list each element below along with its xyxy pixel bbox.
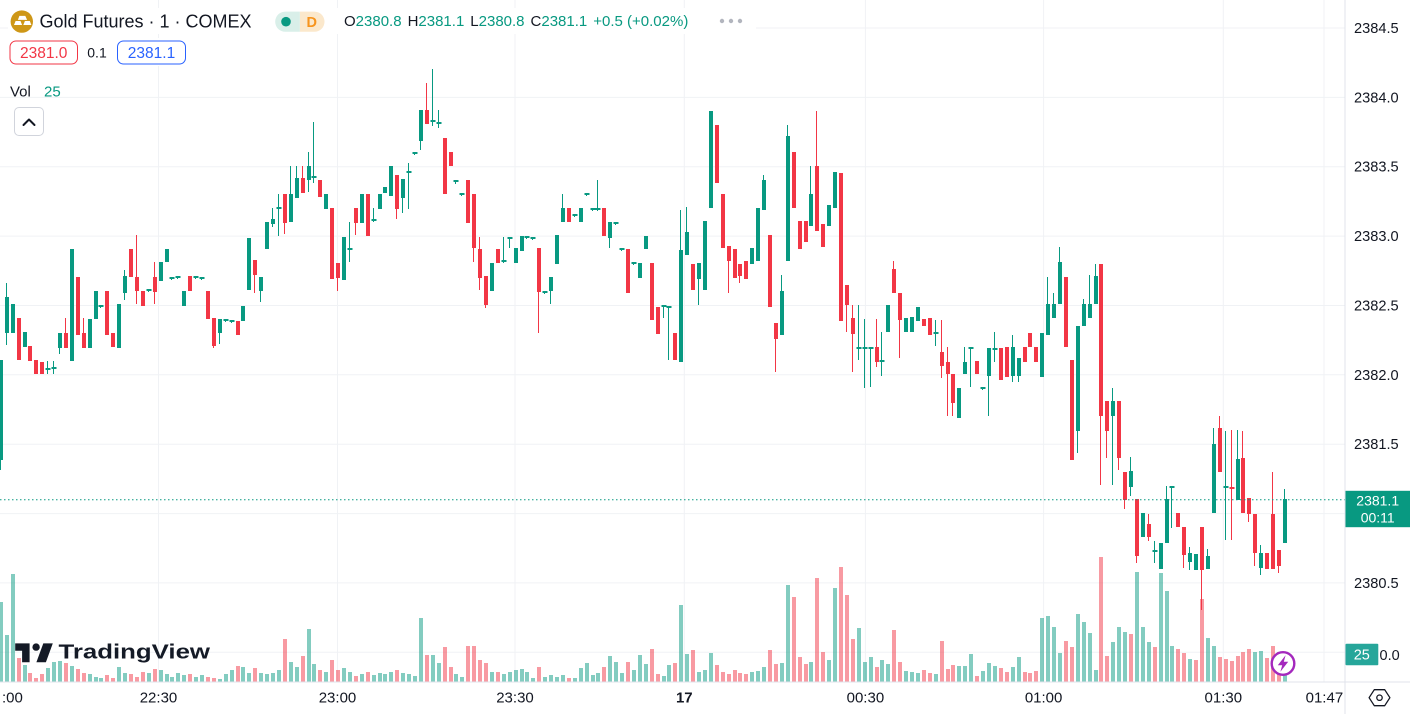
- svg-text:22:30: 22:30: [140, 690, 178, 707]
- svg-text:23:30: 23:30: [496, 690, 534, 707]
- svg-text:2381.1: 2381.1: [128, 45, 175, 62]
- svg-text:2381.0: 2381.0: [20, 45, 68, 62]
- svg-text:Vol: Vol: [10, 84, 31, 101]
- svg-text:2384.5: 2384.5: [1354, 21, 1399, 37]
- svg-text:D: D: [307, 15, 317, 31]
- svg-text:23:00: 23:00: [319, 690, 357, 707]
- svg-text:00:11: 00:11: [1361, 510, 1395, 526]
- svg-text:01:30: 01:30: [1205, 690, 1243, 707]
- svg-text:2383.5: 2383.5: [1354, 160, 1399, 176]
- svg-text:TradingView: TradingView: [59, 641, 211, 664]
- svg-text:Gold Futures · 1 · COMEX: Gold Futures · 1 · COMEX: [40, 12, 252, 32]
- svg-text:2383.0: 2383.0: [1354, 229, 1399, 245]
- svg-text:17: 17: [676, 690, 693, 707]
- svg-text:2384.0: 2384.0: [1354, 90, 1399, 106]
- svg-text:01:47: 01:47: [1306, 690, 1344, 707]
- svg-text:25: 25: [1354, 648, 1370, 664]
- svg-text:0.0: 0.0: [1380, 648, 1400, 664]
- svg-text:2381.5: 2381.5: [1354, 437, 1399, 453]
- svg-text:2381.1: 2381.1: [1356, 493, 1399, 509]
- svg-text:2382.5: 2382.5: [1354, 299, 1399, 315]
- svg-text:25: 25: [44, 84, 61, 101]
- svg-text:2382.0: 2382.0: [1354, 368, 1399, 384]
- svg-text::00: :00: [2, 690, 23, 707]
- svg-text:2380.5: 2380.5: [1354, 576, 1399, 592]
- svg-text:0.1: 0.1: [87, 45, 107, 61]
- svg-text:01:00: 01:00: [1025, 690, 1063, 707]
- svg-text:00:30: 00:30: [847, 690, 885, 707]
